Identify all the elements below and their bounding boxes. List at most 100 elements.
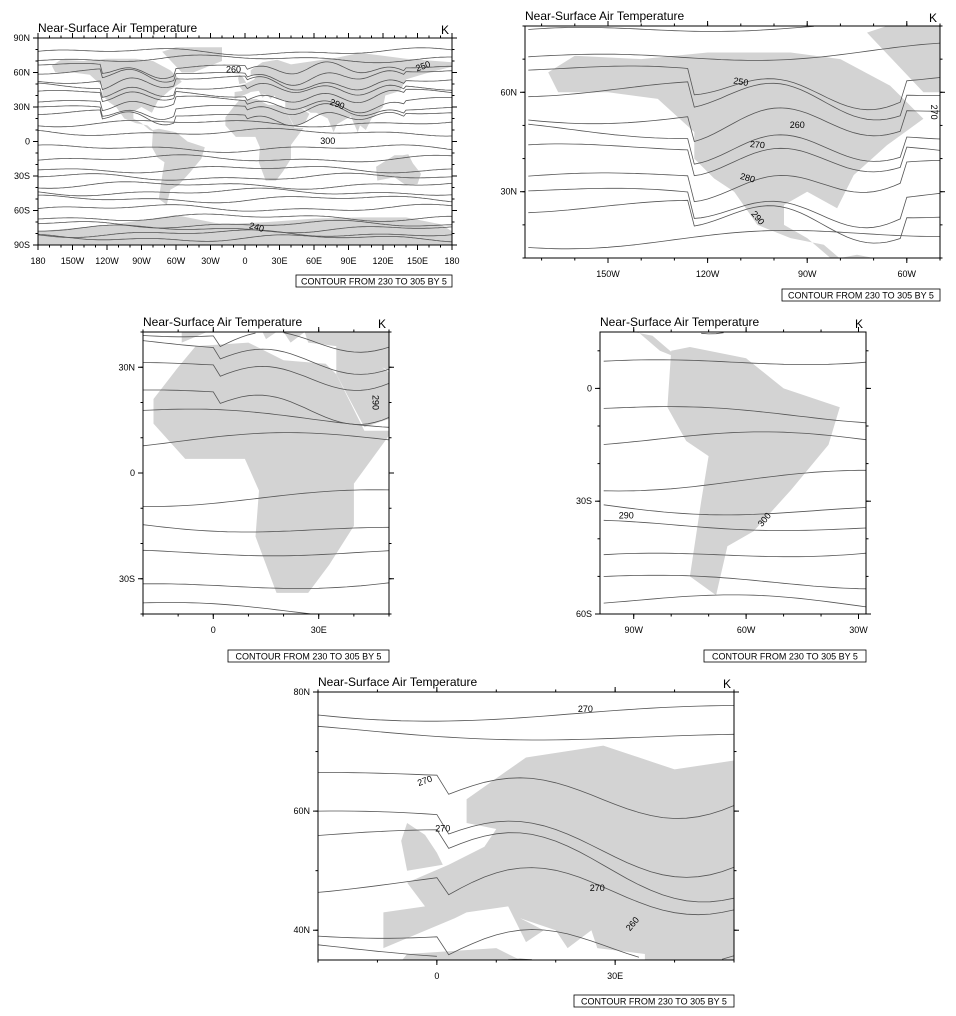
x-tick-label: 30E [271, 256, 287, 266]
contour-line [37, 181, 453, 190]
contour-line [317, 772, 735, 819]
y-tick-label: 80N [293, 687, 310, 697]
contour-line [38, 194, 453, 204]
land-mass [162, 47, 222, 73]
y-tick-label: 30S [14, 171, 30, 181]
contour-line [37, 127, 452, 137]
contour-info-box [227, 649, 390, 663]
x-tick-label: 120E [372, 256, 393, 266]
y-tick-label: 90S [14, 240, 30, 250]
contour-line [38, 103, 453, 120]
y-tick-label: 40N [293, 925, 310, 935]
contour-line [603, 359, 867, 366]
land-mass [225, 98, 304, 181]
contour-line [603, 406, 867, 424]
contour-line [38, 68, 453, 86]
contour-label: 290 [619, 511, 634, 521]
x-tick-label: 0 [434, 971, 439, 981]
contour-line [37, 88, 453, 104]
x-tick-label: 60W [167, 256, 186, 266]
land-mass [181, 332, 389, 428]
x-tick-label: 90E [340, 256, 356, 266]
contour-line [528, 143, 941, 177]
x-tick-label: 0 [211, 625, 216, 635]
x-tick-label: 30W [849, 625, 868, 635]
contour-line [37, 187, 453, 197]
contour-line [317, 829, 735, 903]
panel-title: Near-Surface Air Temperature [525, 9, 685, 23]
contour-line [317, 725, 735, 741]
x-tick-label: 30E [311, 625, 327, 635]
land-mass [383, 745, 734, 960]
map-frame [599, 331, 867, 615]
contour-line [37, 172, 452, 181]
contour-line [37, 154, 453, 163]
panel-title: Near-Surface Air Temperature [143, 315, 303, 329]
contour-line [603, 431, 867, 445]
contour-info-text: CONTOUR FROM 230 TO 305 BY 5 [788, 291, 934, 301]
land-mass [867, 26, 940, 93]
contour-info-text: CONTOUR FROM 230 TO 305 BY 5 [301, 277, 447, 287]
y-tick-label: 30S [576, 496, 592, 506]
x-tick-label: 30E [607, 971, 623, 981]
map-area [37, 47, 453, 245]
map-frame [524, 25, 941, 259]
contour-line [528, 42, 941, 61]
contour-line [37, 82, 453, 98]
y-tick-label: 60S [576, 609, 592, 619]
y-tick-label: 30N [13, 102, 30, 112]
contour-line [528, 65, 941, 111]
x-tick-label: 90W [132, 256, 151, 266]
contour-line [142, 432, 390, 447]
contour-line [603, 574, 867, 590]
contour-line [37, 95, 452, 114]
contour-line [143, 389, 390, 425]
x-tick-label: 30W [201, 256, 220, 266]
contour-line [701, 332, 724, 335]
contour-line [37, 203, 453, 212]
contour-line [528, 199, 941, 244]
units-label: K [855, 317, 863, 331]
y-tick-label: 30S [119, 574, 135, 584]
y-tick-label: 30N [118, 362, 135, 372]
x-tick-label: 60E [306, 256, 322, 266]
contour-label: 250 [414, 59, 432, 74]
contour-line [603, 552, 867, 558]
contour-info-text: CONTOUR FROM 230 TO 305 BY 5 [712, 652, 858, 662]
units-label: K [723, 677, 731, 691]
contour-line [142, 332, 390, 353]
land-mass [401, 823, 443, 871]
x-tick-label: 150E [407, 256, 428, 266]
contour-label: 270 [578, 704, 593, 714]
contour-line [37, 47, 453, 56]
y-tick-label: 30N [500, 187, 517, 197]
x-tick-label: 90W [624, 625, 643, 635]
x-tick-label: 150W [596, 269, 620, 279]
x-tick-label: 60W [737, 625, 756, 635]
contour-line [603, 504, 867, 516]
x-tick-label: 150W [61, 256, 85, 266]
contour-line [37, 229, 453, 238]
panel-title: Near-Surface Air Temperature [600, 315, 760, 329]
contour-label: 270 [750, 139, 766, 150]
contour-line [38, 166, 452, 174]
map-frame [317, 691, 735, 961]
contour-line [528, 81, 941, 121]
contour-label: 270 [416, 773, 434, 788]
land-mass [238, 74, 247, 84]
contour-line [37, 54, 452, 64]
contour-label: 240 [248, 220, 265, 234]
map-area [142, 332, 390, 615]
y-tick-label: 0 [130, 468, 135, 478]
contour-line [142, 489, 390, 507]
contour-line [38, 224, 453, 234]
contour-label: 290 [371, 395, 381, 410]
land-mass [667, 347, 840, 596]
y-tick-label: 0 [25, 137, 30, 147]
contour-line [143, 582, 390, 589]
y-tick-label: 60N [13, 68, 30, 78]
land-mass [840, 254, 874, 258]
contour-info-text: CONTOUR FROM 230 TO 305 BY 5 [581, 997, 727, 1007]
